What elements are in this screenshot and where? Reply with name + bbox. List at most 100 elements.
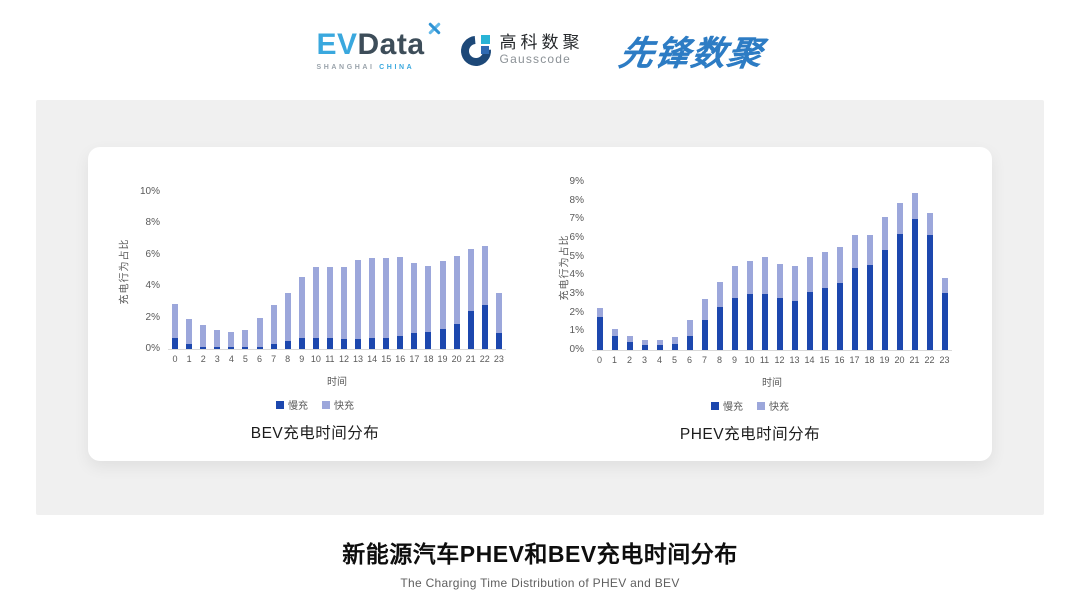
bar-fast-7 [701, 298, 708, 321]
bar-group-20 [892, 183, 907, 350]
x-tick-label: 8 [285, 354, 291, 364]
bar-slow-14 [806, 292, 813, 350]
bar-fast-20 [896, 202, 903, 235]
gausscode-wordmark: 高科数聚 Gausscode [499, 33, 584, 67]
bar-fast-1 [611, 328, 618, 336]
x-tick-label: 15 [381, 354, 392, 364]
bars-row [592, 183, 952, 350]
bar-fast-5 [671, 336, 678, 345]
bar-fast-10 [746, 261, 753, 294]
bar-fast-5 [242, 330, 249, 348]
legend-label: 慢充 [723, 402, 743, 413]
y-tick-label: 8% [569, 194, 584, 206]
x-tick-label: 13 [789, 355, 800, 365]
bar-fast-10 [312, 267, 319, 338]
x-tick-label: 7 [701, 355, 707, 365]
x-tick-label: 17 [409, 354, 420, 364]
legend-item: 快充 [322, 397, 354, 412]
bar-group-11 [323, 193, 337, 349]
bar-slow-2 [626, 341, 633, 350]
x-tick-label: 16 [834, 355, 845, 365]
x-tick-label: 4 [228, 354, 234, 364]
bar-group-16 [832, 183, 847, 350]
bar-fast-17 [851, 235, 858, 268]
bar-group-12 [772, 183, 787, 350]
bar-fast-18 [866, 235, 873, 266]
bar-group-3 [210, 193, 224, 349]
x-tick-label: 19 [879, 355, 890, 365]
bar-fast-3 [214, 330, 221, 348]
gausscode-name-en: Gausscode [499, 52, 572, 67]
bev-legend: 慢充 快充 [124, 397, 506, 412]
x-tick-label: 22 [479, 354, 490, 364]
legend-label: 慢充 [288, 401, 308, 412]
bar-slow-22 [926, 235, 933, 350]
bar-slow-19 [881, 250, 888, 350]
bar-fast-8 [284, 292, 291, 342]
bar-slow-21 [911, 219, 918, 350]
x-tick-label: 10 [310, 354, 321, 364]
x-tick-label: 10 [744, 355, 755, 365]
y-tick-label: 6% [145, 248, 160, 260]
bar-slow-11 [761, 294, 768, 350]
y-tick-label: 7% [569, 213, 584, 225]
x-tick-label: 14 [804, 355, 815, 365]
bar-slow-20 [453, 323, 460, 349]
phev-plot-area [592, 183, 952, 351]
bar-slow-21 [467, 311, 474, 349]
bar-slow-5 [671, 344, 678, 350]
bar-fast-0 [596, 308, 603, 318]
bar-slow-9 [298, 338, 305, 349]
bar-slow-7 [270, 343, 277, 349]
x-tick-label: 18 [864, 355, 875, 365]
bar-slow-13 [791, 300, 798, 350]
bar-group-4 [224, 193, 238, 349]
caption-block: 新能源汽车PHEV和BEV充电时间分布 The Charging Time Di… [0, 515, 1080, 590]
bar-slow-18 [425, 331, 432, 349]
bar-group-1 [607, 183, 622, 350]
bar-group-10 [309, 193, 323, 349]
bar-group-16 [393, 193, 407, 349]
x-axis-ticks: 0 1 2 3 4 5 6 7 8 9 10 11 12 13 14 15 16 17 18 19 20 21 22 23 [168, 354, 506, 364]
phev-chart: 充电行为占比 0% 1% 2% 3% 4% 5% 6% 7% 8% 9% 0 1 2 3 4 5 6 7 8 9 10 11… [88, 147, 992, 461]
bar-group-8 [712, 183, 727, 350]
x-tick-label: 7 [271, 354, 277, 364]
bar-fast-11 [761, 256, 768, 294]
legend-marker [276, 400, 284, 409]
legend-marker [322, 400, 330, 409]
bar-slow-8 [716, 307, 723, 350]
y-tick-label: 8% [145, 217, 160, 229]
legend-label: 快充 [334, 401, 354, 412]
bar-fast-12 [340, 266, 347, 339]
logo-bar: EVData SHANGHAI CHINA 高科数聚 Gausscode 先锋数… [0, 0, 1080, 100]
bar-slow-15 [383, 338, 390, 349]
pioneer-data-logo: 先锋数聚 [615, 34, 767, 73]
x-tick-label: 5 [671, 355, 677, 365]
y-tick-label: 0% [145, 343, 160, 354]
x-tick-label: 2 [626, 355, 632, 365]
bar-fast-9 [731, 266, 738, 298]
evdata-subtext: SHANGHAI CHINA [316, 64, 424, 71]
x-tick-label: 22 [924, 355, 935, 365]
bar-fast-21 [467, 249, 474, 312]
x-tick-label: 19 [437, 354, 448, 364]
bar-group-1 [182, 193, 196, 349]
bar-slow-4 [228, 347, 235, 349]
bar-fast-15 [383, 257, 390, 338]
bar-fast-23 [495, 292, 502, 334]
bar-slow-9 [731, 297, 738, 350]
bar-group-22 [478, 193, 492, 349]
bar-slow-16 [397, 335, 404, 349]
bar-group-18 [862, 183, 877, 350]
x-tick-label: 9 [299, 354, 305, 364]
bar-slow-22 [481, 305, 488, 349]
evdata-text-data: Data [357, 27, 425, 61]
bar-slow-14 [369, 338, 376, 349]
x-tick-label: 0 [596, 355, 602, 365]
bar-slow-1 [611, 336, 618, 350]
bar-group-4 [652, 183, 667, 350]
bar-group-5 [667, 183, 682, 350]
bar-group-2 [196, 193, 210, 349]
x-tick-label: 16 [395, 354, 406, 364]
x-tick-label: 15 [819, 355, 830, 365]
